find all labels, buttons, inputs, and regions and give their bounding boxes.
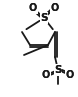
Text: O: O [42, 70, 50, 80]
Text: O: O [42, 70, 50, 80]
Text: O: O [51, 3, 59, 13]
Text: O: O [66, 70, 74, 80]
Text: S: S [54, 65, 62, 75]
Text: S: S [54, 65, 62, 75]
Text: O: O [66, 70, 74, 80]
Text: S: S [40, 13, 48, 23]
Text: O: O [29, 3, 37, 13]
Text: O: O [66, 70, 74, 80]
Text: O: O [29, 3, 37, 13]
Text: S: S [40, 13, 48, 23]
Text: S: S [54, 65, 62, 75]
Text: O: O [51, 3, 59, 13]
Text: S: S [40, 13, 48, 23]
Text: O: O [51, 3, 59, 13]
Text: O: O [42, 70, 50, 80]
Text: O: O [29, 3, 37, 13]
